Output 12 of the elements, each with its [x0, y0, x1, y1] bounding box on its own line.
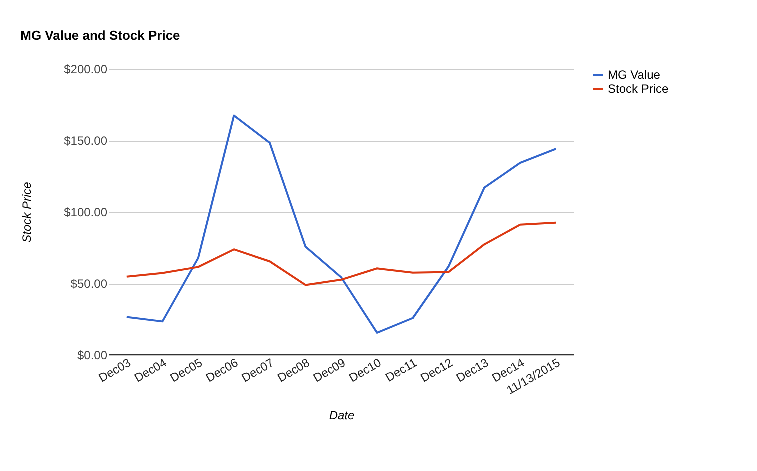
chart-title: MG Value and Stock Price [20, 28, 180, 43]
y-tick-label: $200.00 [64, 62, 108, 76]
y-tick-label: $100.00 [64, 206, 108, 220]
x-axis-title: Date [329, 408, 355, 423]
y-tick-label: $0.00 [77, 348, 108, 362]
legend-label: MG Value [608, 68, 661, 82]
y-axis-title: Stock Price [20, 182, 34, 243]
y-tick-label: $150.00 [64, 134, 108, 148]
line-series [126, 114, 558, 334]
legend-label: Stock Price [608, 82, 670, 96]
line-series [126, 222, 558, 286]
y-tick-label: $50.00 [70, 277, 108, 291]
